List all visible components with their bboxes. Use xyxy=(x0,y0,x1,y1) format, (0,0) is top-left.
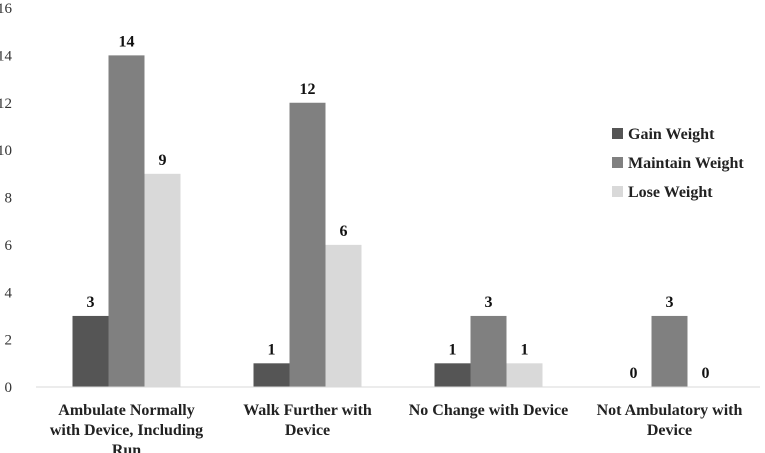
legend-swatch xyxy=(612,186,623,197)
bar-maintain-weight xyxy=(470,315,507,387)
value-label: 1 xyxy=(268,341,276,358)
bar-gain-weight xyxy=(253,363,290,387)
x-tick-label: Not Ambulatory with xyxy=(597,402,743,419)
y-tick-label: 2 xyxy=(5,333,13,349)
bar-lose-weight xyxy=(144,173,181,387)
x-axis: Ambulate Normally with Device, Including R… xyxy=(36,386,760,453)
x-tick-label: No Change with Device xyxy=(409,402,569,419)
y-tick-label: 0 xyxy=(5,380,13,396)
bar-maintain-weight xyxy=(651,315,688,387)
bar-maintain-weight xyxy=(108,55,145,387)
x-tick-label: with Device, Including xyxy=(50,422,203,439)
value-label: 3 xyxy=(666,294,674,311)
y-tick-label: 14 xyxy=(0,48,13,64)
value-label: 3 xyxy=(87,294,95,311)
value-label: 6 xyxy=(340,223,348,240)
value-label: 9 xyxy=(159,152,167,169)
y-tick-label: 4 xyxy=(5,285,13,301)
value-label: 0 xyxy=(702,365,710,382)
x-tick-label: Ambulate Normally xyxy=(58,402,194,419)
bar-gain-weight xyxy=(434,363,471,387)
value-label: 14 xyxy=(119,33,135,50)
y-tick-label: 12 xyxy=(0,96,12,112)
bar-lose-weight xyxy=(506,363,543,387)
legend: Gain Weight Maintain Weight Lose Weight xyxy=(612,126,744,201)
bar-maintain-weight xyxy=(289,102,326,387)
x-tick-label: Run xyxy=(112,442,141,453)
legend-label: Gain Weight xyxy=(628,126,715,143)
x-tick-label: Walk Further with xyxy=(243,402,372,419)
legend-swatch xyxy=(612,128,623,139)
bar-lose-weight xyxy=(325,244,362,387)
y-tick-label: 6 xyxy=(5,238,13,254)
y-tick-label: 16 xyxy=(0,1,13,17)
legend-swatch xyxy=(612,157,623,168)
legend-label: Maintain Weight xyxy=(628,155,744,172)
x-tick-label: Device xyxy=(647,422,692,439)
bars xyxy=(72,55,688,387)
value-label: 1 xyxy=(449,341,457,358)
value-label: 3 xyxy=(485,294,493,311)
legend-label: Lose Weight xyxy=(628,184,713,201)
value-label: 1 xyxy=(521,341,529,358)
value-labels: 3 14 9 1 12 6 1 3 1 0 3 0 xyxy=(87,33,710,382)
y-tick-label: 8 xyxy=(5,191,13,207)
y-tick-label: 10 xyxy=(0,143,12,159)
value-label: 0 xyxy=(630,365,638,382)
bar-gain-weight xyxy=(72,315,109,387)
y-axis: 0 2 4 6 8 10 12 14 16 xyxy=(0,1,13,396)
x-tick-label: Device xyxy=(285,422,330,439)
value-label: 12 xyxy=(300,81,316,98)
